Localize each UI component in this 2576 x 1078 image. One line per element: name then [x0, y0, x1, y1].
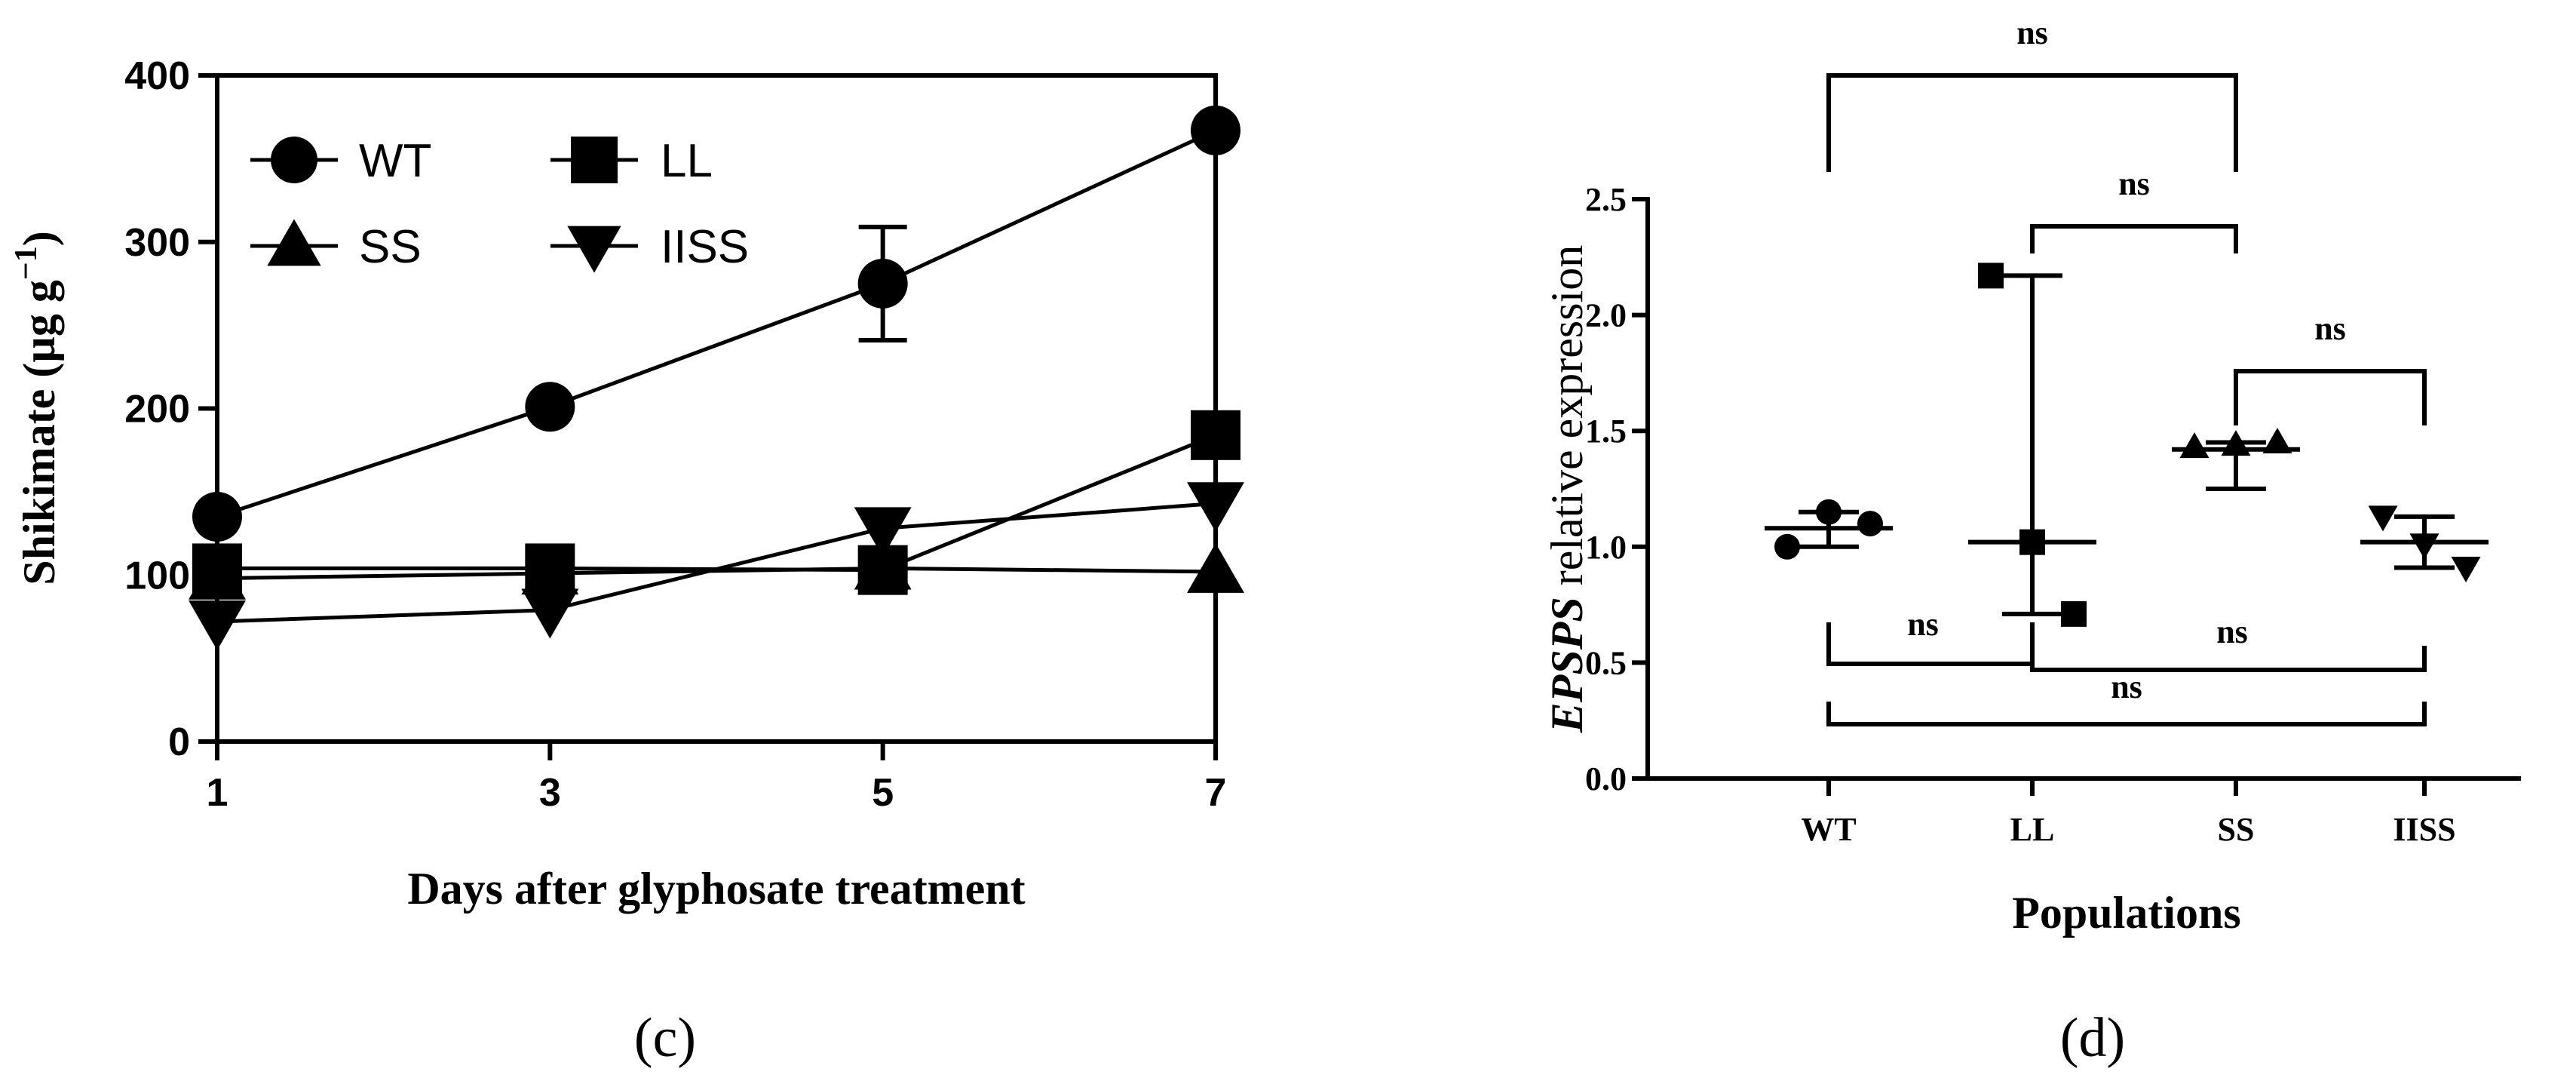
c-iiss-point: [854, 507, 912, 557]
d-wt-point: [1774, 533, 1800, 560]
c-wt-point: [1191, 105, 1240, 155]
d-significance-bracket: [1826, 73, 2238, 172]
d-y-tick-label: 1.5: [1585, 413, 1627, 450]
c-x-tick-label: 7: [1205, 771, 1227, 815]
d-y-tick-label: 0.0: [1585, 760, 1627, 797]
c-ss-point: [1187, 542, 1244, 593]
c-wt-point: [525, 382, 575, 432]
d-x-axis-title: Populations: [2012, 888, 2240, 938]
c-y-tick-label: 400: [124, 54, 190, 98]
d-iiss-point: [2409, 533, 2440, 560]
d-iiss-point: [2368, 505, 2398, 532]
c-wt-point: [192, 491, 242, 542]
d-caption: (d): [2060, 1007, 2125, 1069]
panel-c-line-chart: 0 100 200 300 400 1 3 5 7 WT LL SS IISS Days after …: [9, 54, 1244, 1069]
c-wt-point: [857, 258, 908, 309]
d-y-tick-label: 0.5: [1585, 644, 1627, 681]
d-significance-bracket: [2234, 369, 2427, 425]
d-x-tick-label: LL: [2010, 811, 2055, 848]
c-iiss-point: [1187, 482, 1244, 533]
d-x-tick-label: WT: [1801, 811, 1856, 848]
c-ss-point: [854, 539, 912, 590]
c-x-tick-label: 1: [207, 771, 228, 815]
c-ss-point: [189, 549, 246, 600]
d-significance-label: ns: [2216, 613, 2248, 650]
c-y-tick-label: 200: [124, 388, 190, 432]
d-y-axis-title: EPSPS relative expression: [1542, 245, 1592, 734]
d-ll-point: [2061, 600, 2087, 627]
c-ss-point: [521, 545, 579, 595]
d-iiss-point: [2451, 556, 2481, 582]
d-ll-point: [2019, 529, 2045, 555]
c-iiss-point: [521, 588, 579, 639]
d-significance-label: ns: [2016, 14, 2048, 51]
c-legend-ll-marker: [571, 137, 618, 183]
c-y-axis-title: Shikimate (µg g−1): [9, 231, 64, 585]
d-wt-point: [1857, 511, 1883, 537]
c-legend-wt-label: WT: [359, 135, 431, 187]
c-y-tick-label: 300: [124, 221, 190, 265]
c-iiss-point: [189, 600, 246, 651]
d-ss-point: [2221, 430, 2251, 456]
c-y-tick-label: 100: [124, 554, 190, 597]
d-significance-label: ns: [2314, 310, 2346, 347]
c-x-tick-label: 5: [872, 771, 894, 815]
c-ll-point: [1191, 410, 1240, 460]
c-x-axis-title: Days after glyphosate treatment: [407, 864, 1025, 914]
d-y-tick-label: 1.0: [1585, 529, 1627, 566]
c-y-tick-label: 0: [168, 720, 190, 764]
panel-d-scatter-chart: 0.0 0.5 1.0 1.5 2.0 2.5 WT LL SS IISS ns ns ns ns ns n…: [1542, 14, 2521, 1069]
c-iiss-line: [216, 501, 1216, 624]
c-legend-ss-label: SS: [359, 221, 422, 273]
d-significance-bracket: [1826, 622, 2035, 666]
d-significance-label: ns: [2118, 165, 2150, 202]
d-x-tick-label: SS: [2218, 811, 2255, 848]
c-legend-ss-marker: [267, 219, 321, 266]
d-significance-bracket: [1826, 702, 2427, 726]
d-significance-label: ns: [2111, 668, 2142, 705]
c-legend-iiss-label: IISS: [661, 221, 749, 273]
c-legend-iiss-marker: [567, 226, 621, 273]
c-legend-ll-label: LL: [661, 135, 713, 187]
d-significance-bracket: [2030, 224, 2238, 253]
d-ll-point: [1978, 263, 2004, 289]
d-significance-label: ns: [1907, 606, 1939, 643]
d-x-tick-label: IISS: [2393, 811, 2455, 848]
d-y-tick-label: 2.5: [1585, 181, 1627, 218]
c-wt-line: [216, 128, 1217, 519]
d-wt-point: [1816, 499, 1842, 525]
c-caption: (c): [634, 1007, 696, 1069]
d-ss-point: [2179, 432, 2210, 459]
d-ss-point: [2262, 428, 2292, 454]
d-significance-bracket: [2030, 646, 2427, 672]
d-y-tick-label: 2.0: [1585, 297, 1627, 334]
c-ll-line: [217, 433, 1216, 573]
c-legend-wt-marker: [271, 137, 317, 183]
c-x-tick-label: 3: [539, 771, 561, 815]
